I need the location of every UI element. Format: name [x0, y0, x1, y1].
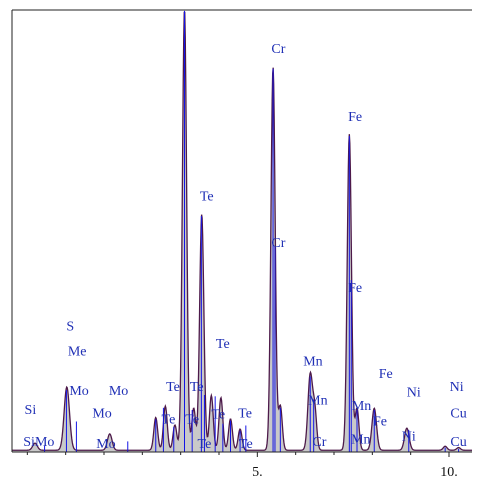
x-tick-label: 5. [252, 465, 263, 480]
peak-label: Cu [450, 407, 466, 422]
peak-label: Ni [402, 430, 416, 445]
peak-label: Cr [271, 236, 285, 251]
peak-label: Ni [450, 380, 464, 395]
peak-label: Mo [109, 384, 128, 399]
peak-label: Mo [69, 384, 88, 399]
peak-label: Te [211, 407, 225, 422]
peak-label: Mn [308, 394, 327, 409]
peak-label: Ni [407, 385, 421, 400]
peak-label: S [66, 319, 74, 334]
peak-label: Cr [271, 42, 285, 57]
peak-label: Fe [373, 414, 387, 429]
peak-label: Mo [96, 437, 115, 452]
peak-label: SiMo [23, 435, 54, 450]
peak-label: Te [185, 413, 199, 428]
axis-layer: 5. 10. [11, 9, 472, 480]
marker-layer [44, 10, 460, 452]
peak-label: Fe [379, 367, 393, 382]
peak-label: Te [166, 380, 180, 395]
peak-label: Cr [312, 435, 326, 450]
peak-label: Mn [303, 354, 322, 369]
spectrum-layer [12, 11, 472, 453]
x-tick-label: 10. [440, 465, 458, 480]
peak-label: Si [25, 403, 37, 418]
peak-label: Te [190, 380, 204, 395]
peak-label: Mo [92, 407, 111, 422]
spectrum-outline-line [12, 11, 472, 451]
peak-label: Cu [450, 435, 466, 450]
peak-label: Te [216, 337, 230, 352]
peak-label: Mn [351, 433, 370, 448]
peak-label: Te [162, 413, 176, 428]
peak-label: Me [68, 345, 87, 360]
peak-label: Te [198, 437, 212, 452]
peak-label: Te [200, 190, 214, 205]
peak-label: Te [238, 407, 252, 422]
label-layer: Te Cr Fe Te Cr Fe S Me Te Mn Mo Mo Te Te Fe Ni Ni Cu Mn Mn S… [23, 42, 466, 452]
peak-label: Mn [352, 399, 371, 414]
peak-label: Fe [348, 110, 362, 125]
peak-label: Fe [348, 281, 362, 296]
peak-label: Te [239, 437, 253, 452]
